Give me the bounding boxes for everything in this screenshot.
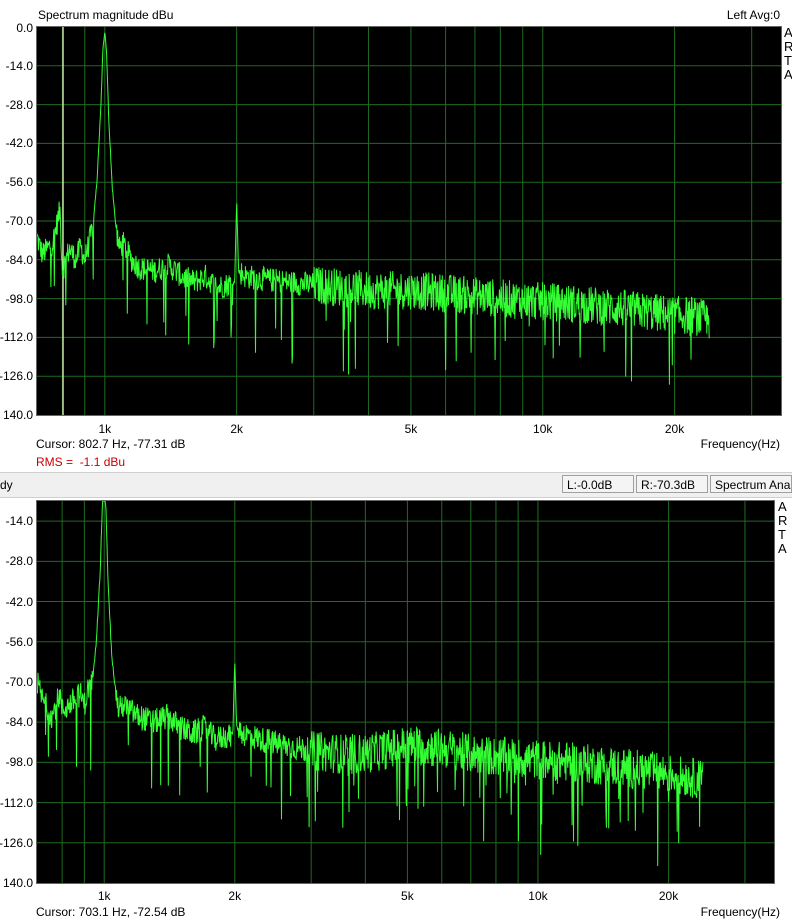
y-tick-label: -112.0 <box>0 330 33 345</box>
y-tick-label: -98.0 <box>5 291 33 306</box>
y-tick-label: -126.0 <box>0 835 33 850</box>
side-button-a[interactable]: A <box>778 500 787 514</box>
y-tick-label: -28.0 <box>5 97 33 112</box>
left-level-indicator: L:-0.0dB <box>562 475 634 493</box>
chart-title: Spectrum magnitude dBu <box>38 8 174 22</box>
x-tick-label: 20k <box>664 422 685 436</box>
y-tick-label: 140.0 <box>2 876 33 890</box>
cursor-readout: Cursor: 703.1 Hz, -72.54 dB <box>36 905 186 919</box>
x-tick-label: 1k <box>97 889 111 903</box>
x-tick-label: 2k <box>230 422 243 436</box>
spectrum-trace <box>37 32 710 385</box>
y-tick-label: -14.0 <box>5 514 33 529</box>
rms-label: RMS = <box>36 455 74 469</box>
x-tick-label: 10k <box>533 422 553 436</box>
x-tick-label: 10k <box>528 889 548 903</box>
y-tick-label: -42.0 <box>5 594 33 609</box>
status-bar: dy L:-0.0dB R:-70.3dB Spectrum Ana <box>0 472 792 498</box>
side-button-r[interactable]: R <box>784 39 792 54</box>
y-tick-label: 0.0 <box>16 21 33 35</box>
bottom-spectrum-panel: -14.0 -28.0 -42.0 -56.0 -70.0 -84.0 -98.0 -112.… <box>0 498 792 919</box>
y-tick-label: -84.0 <box>5 252 33 267</box>
x-tick-label: 1k <box>98 422 112 436</box>
y-tick-label: 140.0 <box>2 408 33 422</box>
side-button-a[interactable]: A <box>784 26 792 40</box>
y-tick-label: -126.0 <box>0 369 33 384</box>
y-tick-label: -84.0 <box>5 715 33 730</box>
x-axis-label: Frequency(Hz) <box>700 905 780 919</box>
side-button-t[interactable]: T <box>778 527 786 542</box>
x-tick-label: 5k <box>401 889 414 903</box>
spectrum-chart-svg[interactable] <box>37 27 781 415</box>
side-button-a2[interactable]: A <box>778 541 787 556</box>
side-button-t[interactable]: T <box>784 53 792 68</box>
x-tick-label: 2k <box>228 889 242 903</box>
side-button-strip: A R T A <box>778 500 792 556</box>
y-tick-label: -112.0 <box>0 795 33 810</box>
mode-indicator[interactable]: Spectrum Ana <box>710 475 792 493</box>
y-tick-label: -14.0 <box>5 58 33 73</box>
spectrum-chart-svg[interactable] <box>37 501 774 883</box>
top-spectrum-panel: Spectrum magnitude dBu Left Avg:0 0.0 -14… <box>0 8 792 469</box>
spectrum-trace <box>37 501 704 867</box>
y-tick-label: -42.0 <box>5 136 33 151</box>
x-axis-label: Frequency(Hz) <box>700 437 780 451</box>
rms-value: -1.1 dBu <box>79 455 126 469</box>
channel-average-label[interactable]: Left Avg:0 <box>726 8 780 22</box>
y-tick-label: -56.0 <box>5 634 33 649</box>
right-level-indicator: R:-70.3dB <box>636 475 708 493</box>
x-tick-label: 20k <box>658 889 679 903</box>
y-tick-label: -70.0 <box>5 674 33 689</box>
ready-status: dy <box>0 478 13 492</box>
y-tick-label: -56.0 <box>5 175 33 190</box>
spectrum-plot-bottom[interactable] <box>36 500 775 884</box>
spectrum-plot-top[interactable] <box>36 26 782 416</box>
x-tick-label: 5k <box>404 422 418 436</box>
cursor-readout: Cursor: 802.7 Hz, -77.31 dB <box>36 437 186 451</box>
y-tick-label: -70.0 <box>5 214 33 228</box>
y-tick-label: -28.0 <box>5 554 33 569</box>
side-button-r[interactable]: R <box>778 513 788 528</box>
y-tick-label: -98.0 <box>5 755 33 770</box>
rms-readout: RMS = -1.1 dBu <box>36 455 125 469</box>
side-button-strip: A R T A <box>784 26 792 82</box>
side-button-a2[interactable]: A <box>784 67 792 82</box>
